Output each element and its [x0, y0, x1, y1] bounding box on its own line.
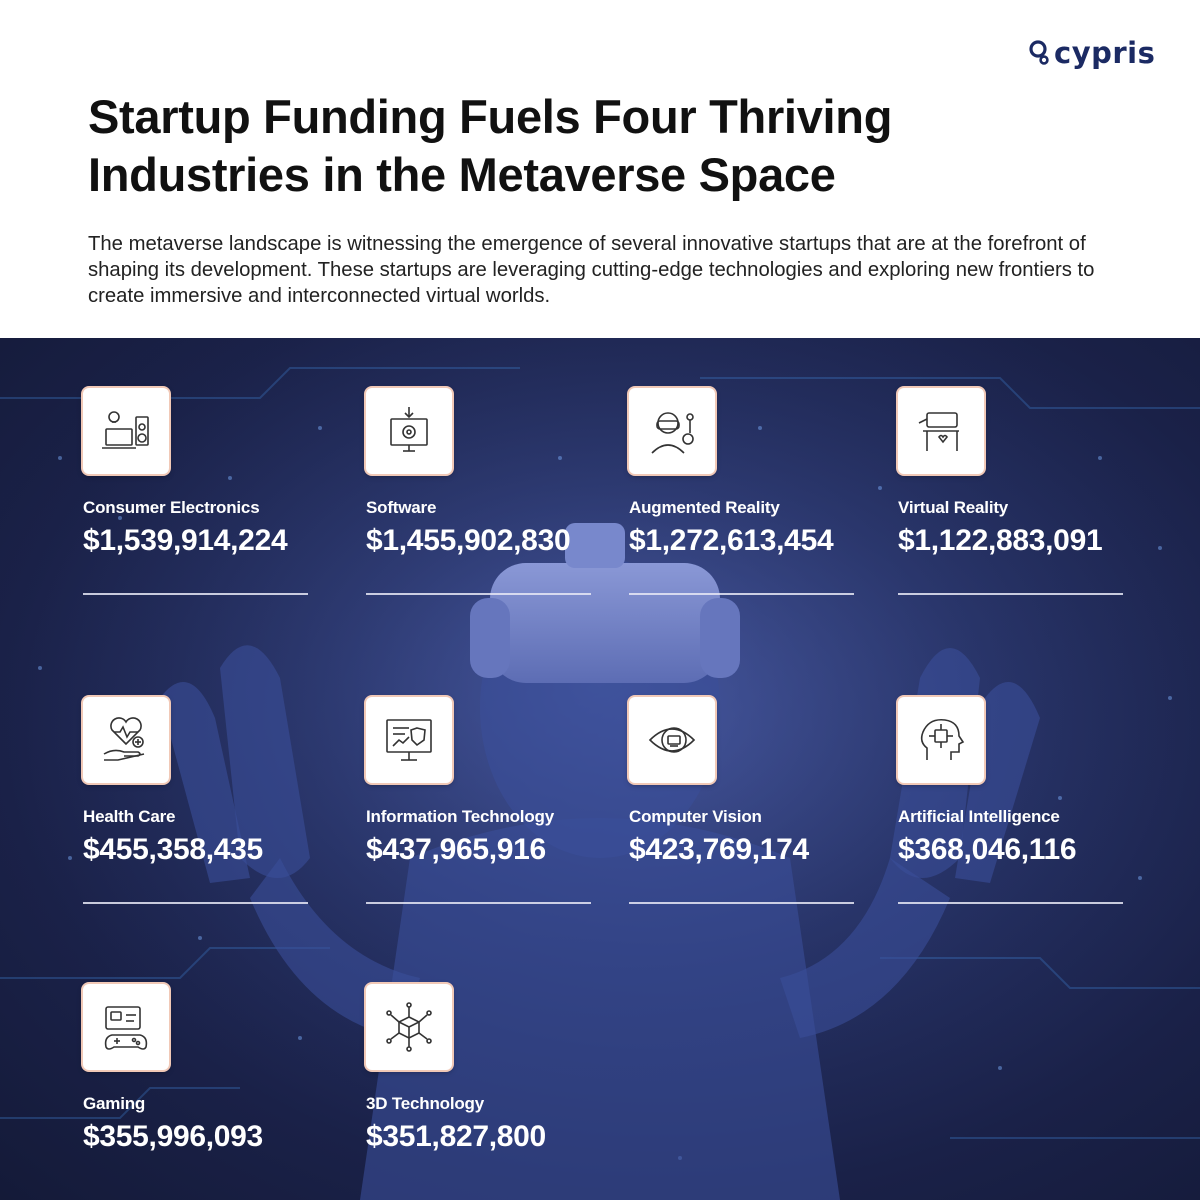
divider — [629, 902, 854, 904]
divider — [83, 902, 308, 904]
virtual-reality-icon — [918, 412, 959, 451]
industry-name: Virtual Reality — [898, 498, 1009, 517]
information-technology-icon-box — [366, 697, 452, 783]
circuit-dots — [38, 426, 1172, 1160]
3d-technology-icon — [386, 1002, 432, 1052]
intro-paragraph: The metaverse landscape is witnessing th… — [88, 233, 1095, 307]
industry-name: Consumer Electronics — [83, 498, 260, 517]
industry-name: Information Technology — [366, 807, 554, 826]
artificial-intelligence-icon — [920, 718, 965, 760]
industry-amount: $1,272,613,454 — [629, 524, 834, 557]
computer-vision-icon-box — [629, 697, 715, 783]
divider — [629, 593, 854, 595]
virtual-reality-icon-box — [898, 388, 984, 474]
industry-amount: $1,539,914,224 — [83, 524, 288, 557]
cypris-logo-icon — [1029, 40, 1049, 65]
industry-name: Computer Vision — [629, 807, 762, 826]
software-icon-box — [366, 388, 452, 474]
augmented-reality-icon — [651, 412, 694, 454]
industry-name: Augmented Reality — [629, 498, 780, 517]
industry-amount: $355,996,093 — [83, 1120, 263, 1153]
industry-amount: $423,769,174 — [629, 833, 809, 866]
industry-amount: $437,965,916 — [366, 833, 546, 866]
hero-section: Consumer Electronics $1,539,914,224 Soft… — [0, 338, 1200, 1200]
artificial-intelligence-icon-box — [898, 697, 984, 783]
industry-name: Artificial Intelligence — [898, 807, 1060, 826]
3d-technology-icon-box — [366, 984, 452, 1070]
industry-name: Health Care — [83, 807, 176, 826]
gaming-icon-box — [83, 984, 169, 1070]
industry-amount: $1,122,883,091 — [898, 524, 1103, 557]
industry-name: 3D Technology — [366, 1094, 484, 1113]
computer-vision-icon — [648, 727, 696, 753]
industry-amount: $351,827,800 — [366, 1120, 546, 1153]
divider — [83, 593, 308, 595]
consumer-electronics-icon-box — [83, 388, 169, 474]
divider — [366, 593, 591, 595]
divider — [898, 593, 1123, 595]
divider — [898, 902, 1123, 904]
consumer-electronics-icon — [102, 411, 149, 449]
augmented-reality-icon-box — [629, 388, 715, 474]
divider — [366, 902, 591, 904]
health-care-icon-box — [83, 697, 169, 783]
cypris-logo: cypris — [1028, 36, 1155, 70]
industry-name: Software — [366, 498, 437, 517]
industry-amount: $368,046,116 — [898, 833, 1077, 866]
information-technology-icon — [386, 719, 432, 761]
software-icon — [390, 407, 428, 452]
gaming-icon — [104, 1006, 148, 1050]
brand-name: cypris — [1054, 36, 1156, 70]
industry-amount: $455,358,435 — [83, 833, 263, 866]
page-title: Startup Funding Fuels Four Thriving Indu… — [88, 90, 893, 201]
vr-background-illustration — [0, 338, 1200, 1200]
industry-name: Gaming — [83, 1094, 146, 1113]
health-care-icon — [103, 717, 145, 761]
industry-amount: $1,455,902,830 — [366, 524, 571, 557]
